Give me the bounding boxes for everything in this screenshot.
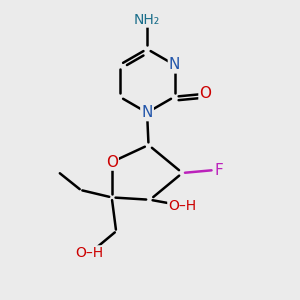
Text: F: F — [215, 163, 224, 178]
Text: O–H: O–H — [76, 246, 104, 260]
Text: O–H: O–H — [168, 199, 196, 213]
Text: O: O — [106, 154, 118, 169]
Text: N: N — [141, 105, 153, 120]
Text: N: N — [169, 57, 180, 72]
Text: NH₂: NH₂ — [134, 13, 160, 27]
Text: O: O — [200, 86, 211, 101]
